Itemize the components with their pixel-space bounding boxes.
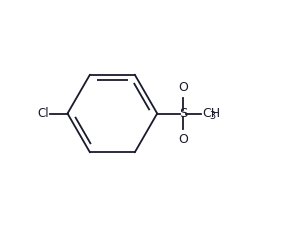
Text: CH: CH [202,107,220,120]
Text: O: O [178,81,188,94]
Text: 3: 3 [209,111,216,121]
Text: S: S [179,107,187,120]
Text: O: O [178,133,188,146]
Text: Cl: Cl [37,107,49,120]
